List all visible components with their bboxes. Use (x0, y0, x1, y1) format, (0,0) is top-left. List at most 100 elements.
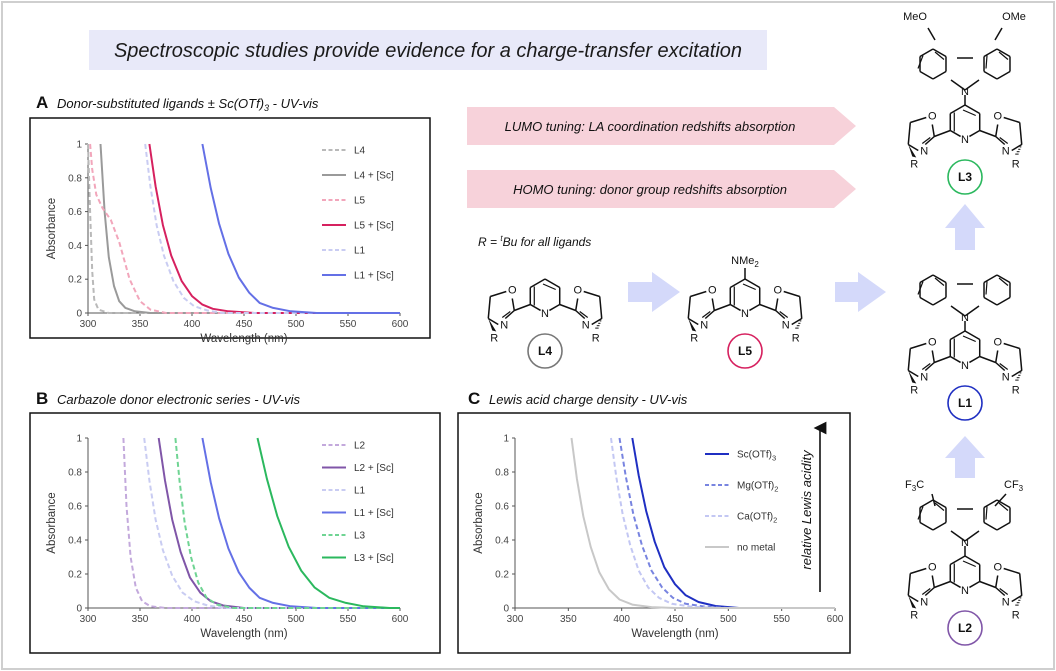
y-tick-label: 0.2 (495, 570, 509, 581)
bond (1011, 143, 1023, 152)
double-bond (962, 109, 976, 117)
legend-label: L3 + [Sc] (354, 553, 394, 564)
lumo-arrow (467, 107, 856, 145)
bond (591, 317, 603, 326)
l2-cf3-right: CF3 (1004, 479, 1024, 493)
series-l4 (87, 143, 400, 314)
y-tick-label: 0.2 (68, 275, 82, 286)
bond (964, 530, 980, 542)
l5-nme2: NMe2 (731, 255, 759, 279)
bond (995, 135, 1006, 146)
oxazoline-o: O (993, 562, 1002, 574)
ligand-badge (947, 159, 983, 195)
bond (907, 348, 912, 371)
wedge-bond (908, 595, 917, 609)
double-bond (742, 283, 756, 291)
carbazole-n: N (961, 86, 969, 98)
r-group: R (690, 333, 698, 345)
double-bond (934, 277, 945, 286)
r-group: R (1012, 385, 1020, 397)
double-bond (998, 502, 1009, 511)
bond (964, 104, 981, 115)
double-bond (999, 363, 1009, 370)
bond (775, 309, 786, 320)
r-group: R (1012, 159, 1020, 171)
oxazoline-n: N (1002, 372, 1010, 384)
bond (529, 278, 546, 289)
bond (798, 296, 803, 319)
bond (983, 48, 998, 58)
ligand-badge-label: L5 (738, 344, 752, 358)
bond (969, 129, 981, 138)
y-tick-label: 1 (503, 434, 509, 445)
y-axis-label: Absorbance (46, 198, 58, 259)
oxazoline-n: N (920, 597, 928, 609)
panel-b-letter: B (36, 389, 48, 408)
double-bond (962, 560, 976, 568)
arrow-l2-to-l1 (945, 436, 985, 478)
ligand-badge (527, 333, 563, 369)
x-tick-label: 550 (340, 614, 357, 625)
bond (949, 355, 961, 364)
carbazole-n: N (961, 312, 969, 324)
bond (487, 296, 492, 319)
bond (924, 586, 935, 597)
bond (910, 342, 927, 350)
l3-ome-left: MeO (903, 11, 927, 23)
x-tick-label: 500 (288, 319, 305, 330)
bond (969, 580, 981, 589)
oxazoline-o: O (573, 285, 582, 297)
y-axis-label: Absorbance (46, 492, 58, 553)
x-tick-label: 450 (236, 319, 253, 330)
bond (1018, 122, 1023, 145)
y-tick-label: 0.6 (68, 502, 82, 513)
double-bond (985, 55, 988, 69)
bond (907, 369, 919, 378)
y-tick-label: 1 (76, 140, 82, 151)
lewis-acidity-label: relative Lewis acidity (799, 449, 814, 570)
bond (559, 303, 576, 312)
r-group-note: R = tBu for all ligands (478, 234, 591, 249)
bond (996, 48, 1011, 58)
chart-b-frame (29, 412, 441, 654)
bond (931, 350, 936, 363)
y-tick-label: 0.8 (68, 468, 82, 479)
arrow-l4-to-l5 (628, 272, 680, 312)
bond (907, 122, 912, 145)
legend-label: L1 + [Sc] (354, 271, 394, 282)
bond (934, 580, 951, 589)
lumo-arrow-label: LUMO tuning: LA coordination redshifts a… (505, 119, 796, 134)
r-group: R (490, 333, 498, 345)
double-bond (779, 311, 789, 318)
double-bond (917, 55, 924, 69)
y-tick-label: 0.6 (68, 207, 82, 218)
panel-c-title: Lewis acid charge density - UV-vis (489, 392, 688, 407)
bond (1003, 342, 1020, 350)
wedge-bond (688, 318, 697, 332)
ligand-badge (947, 610, 983, 646)
bond (964, 330, 981, 341)
bond (949, 104, 966, 115)
bond (1003, 567, 1020, 575)
bond (511, 298, 516, 311)
ligand-badge-label: L2 (958, 621, 972, 635)
bond (574, 298, 579, 311)
oxazoline-n: N (782, 320, 790, 332)
bond (995, 586, 1006, 597)
legend-label: Mg(OTf)2 (737, 481, 778, 494)
double-bond (917, 281, 924, 295)
y-tick-label: 0 (76, 604, 82, 615)
bond (994, 27, 1003, 41)
chart-c: 300 350 400 450 500 550 600 0 0.2 0.4 0.6 0.8 1 Wavel… (473, 434, 844, 641)
legend-label: L4 + [Sc] (354, 171, 394, 182)
bond (544, 278, 561, 289)
x-tick-label: 400 (613, 614, 630, 625)
pyridine-n: N (961, 585, 969, 597)
series-l2-sc (157, 437, 400, 609)
series-l5-sc (148, 143, 400, 314)
y-tick-label: 0.8 (495, 468, 509, 479)
